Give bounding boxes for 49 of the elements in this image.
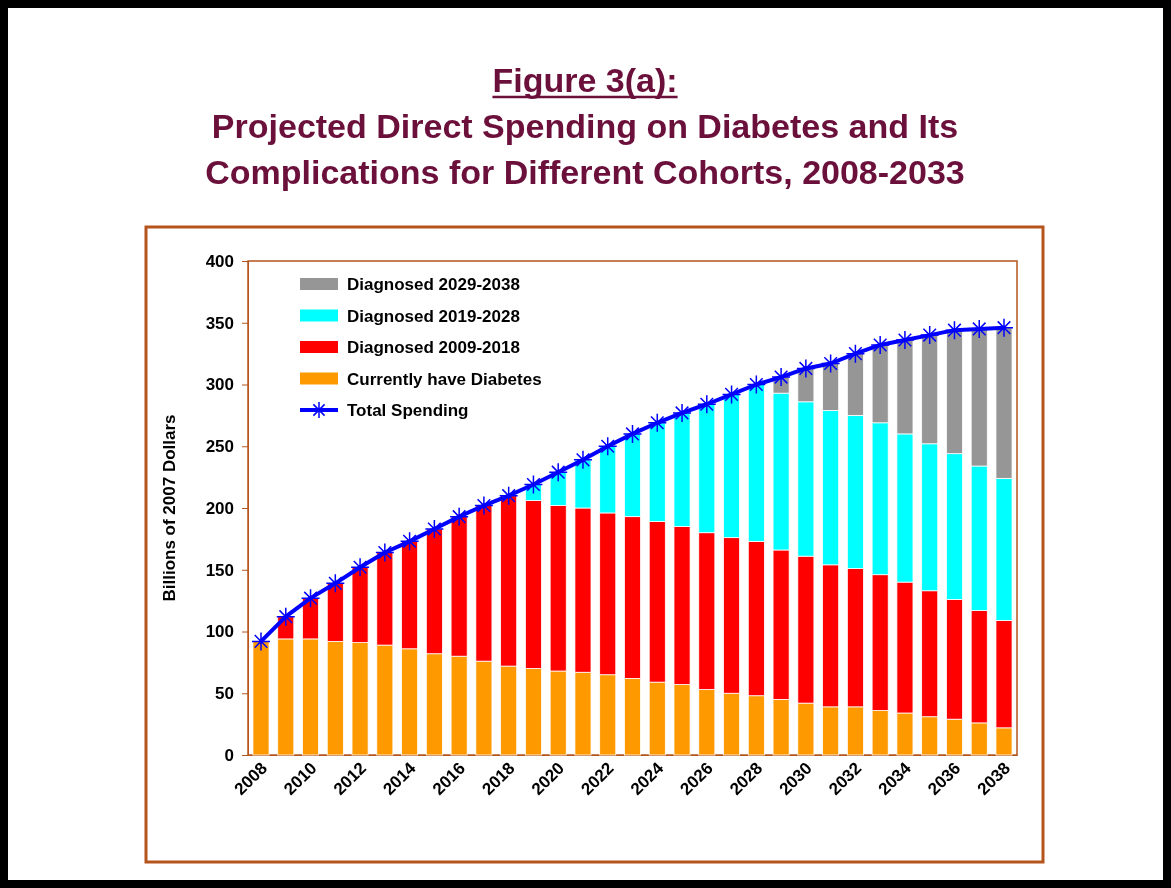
point [647, 413, 668, 433]
y-tick-label: 350 [205, 313, 234, 333]
bar [252, 640, 270, 756]
y-tick-label: 0 [224, 745, 234, 765]
point [399, 531, 420, 552]
point [820, 353, 841, 374]
point [721, 384, 742, 405]
point [870, 335, 890, 355]
point [350, 557, 370, 578]
point [969, 319, 989, 339]
y-tick-label: 100 [205, 622, 234, 642]
y-axis-title: Billions of 2007 Dollars [160, 414, 179, 602]
point [523, 474, 544, 495]
point [300, 588, 321, 608]
y-tick-label: 250 [205, 437, 234, 457]
point [573, 450, 593, 470]
point [424, 519, 445, 539]
y-tick-label: 50 [215, 684, 234, 704]
point [449, 506, 469, 527]
point [746, 374, 767, 395]
point [672, 403, 692, 423]
point [944, 320, 965, 340]
legend-label: Total Spending [347, 401, 469, 420]
point [251, 631, 271, 652]
y-tick-label: 300 [205, 375, 234, 395]
point [498, 485, 519, 506]
legend-label: Diagnosed 2029-2038 [347, 275, 520, 294]
point [276, 606, 296, 627]
point [622, 424, 643, 444]
point [597, 436, 618, 456]
point [919, 325, 940, 345]
point [474, 495, 494, 516]
point [845, 343, 866, 364]
legend-label: Diagnosed 2009-2018 [347, 338, 520, 357]
legend-label: Diagnosed 2019-2028 [347, 306, 520, 326]
point [771, 367, 791, 387]
legend-label: Currently have Diabetes [347, 369, 542, 389]
point [796, 358, 816, 379]
point [697, 394, 717, 415]
y-tick-label: 150 [205, 560, 234, 580]
point [994, 317, 1014, 338]
y-tick-label: 200 [205, 498, 234, 518]
chart-subtitle: Projected Direct Spending on Diabetes and Its Complications for Different Cohorts, 2008-2033 [205, 107, 965, 191]
y-tick-label: 400 [205, 251, 234, 271]
point [895, 330, 915, 350]
point [325, 573, 346, 594]
chart-title: Figure 3(a): [492, 61, 678, 99]
point [375, 542, 395, 563]
point [548, 462, 568, 482]
